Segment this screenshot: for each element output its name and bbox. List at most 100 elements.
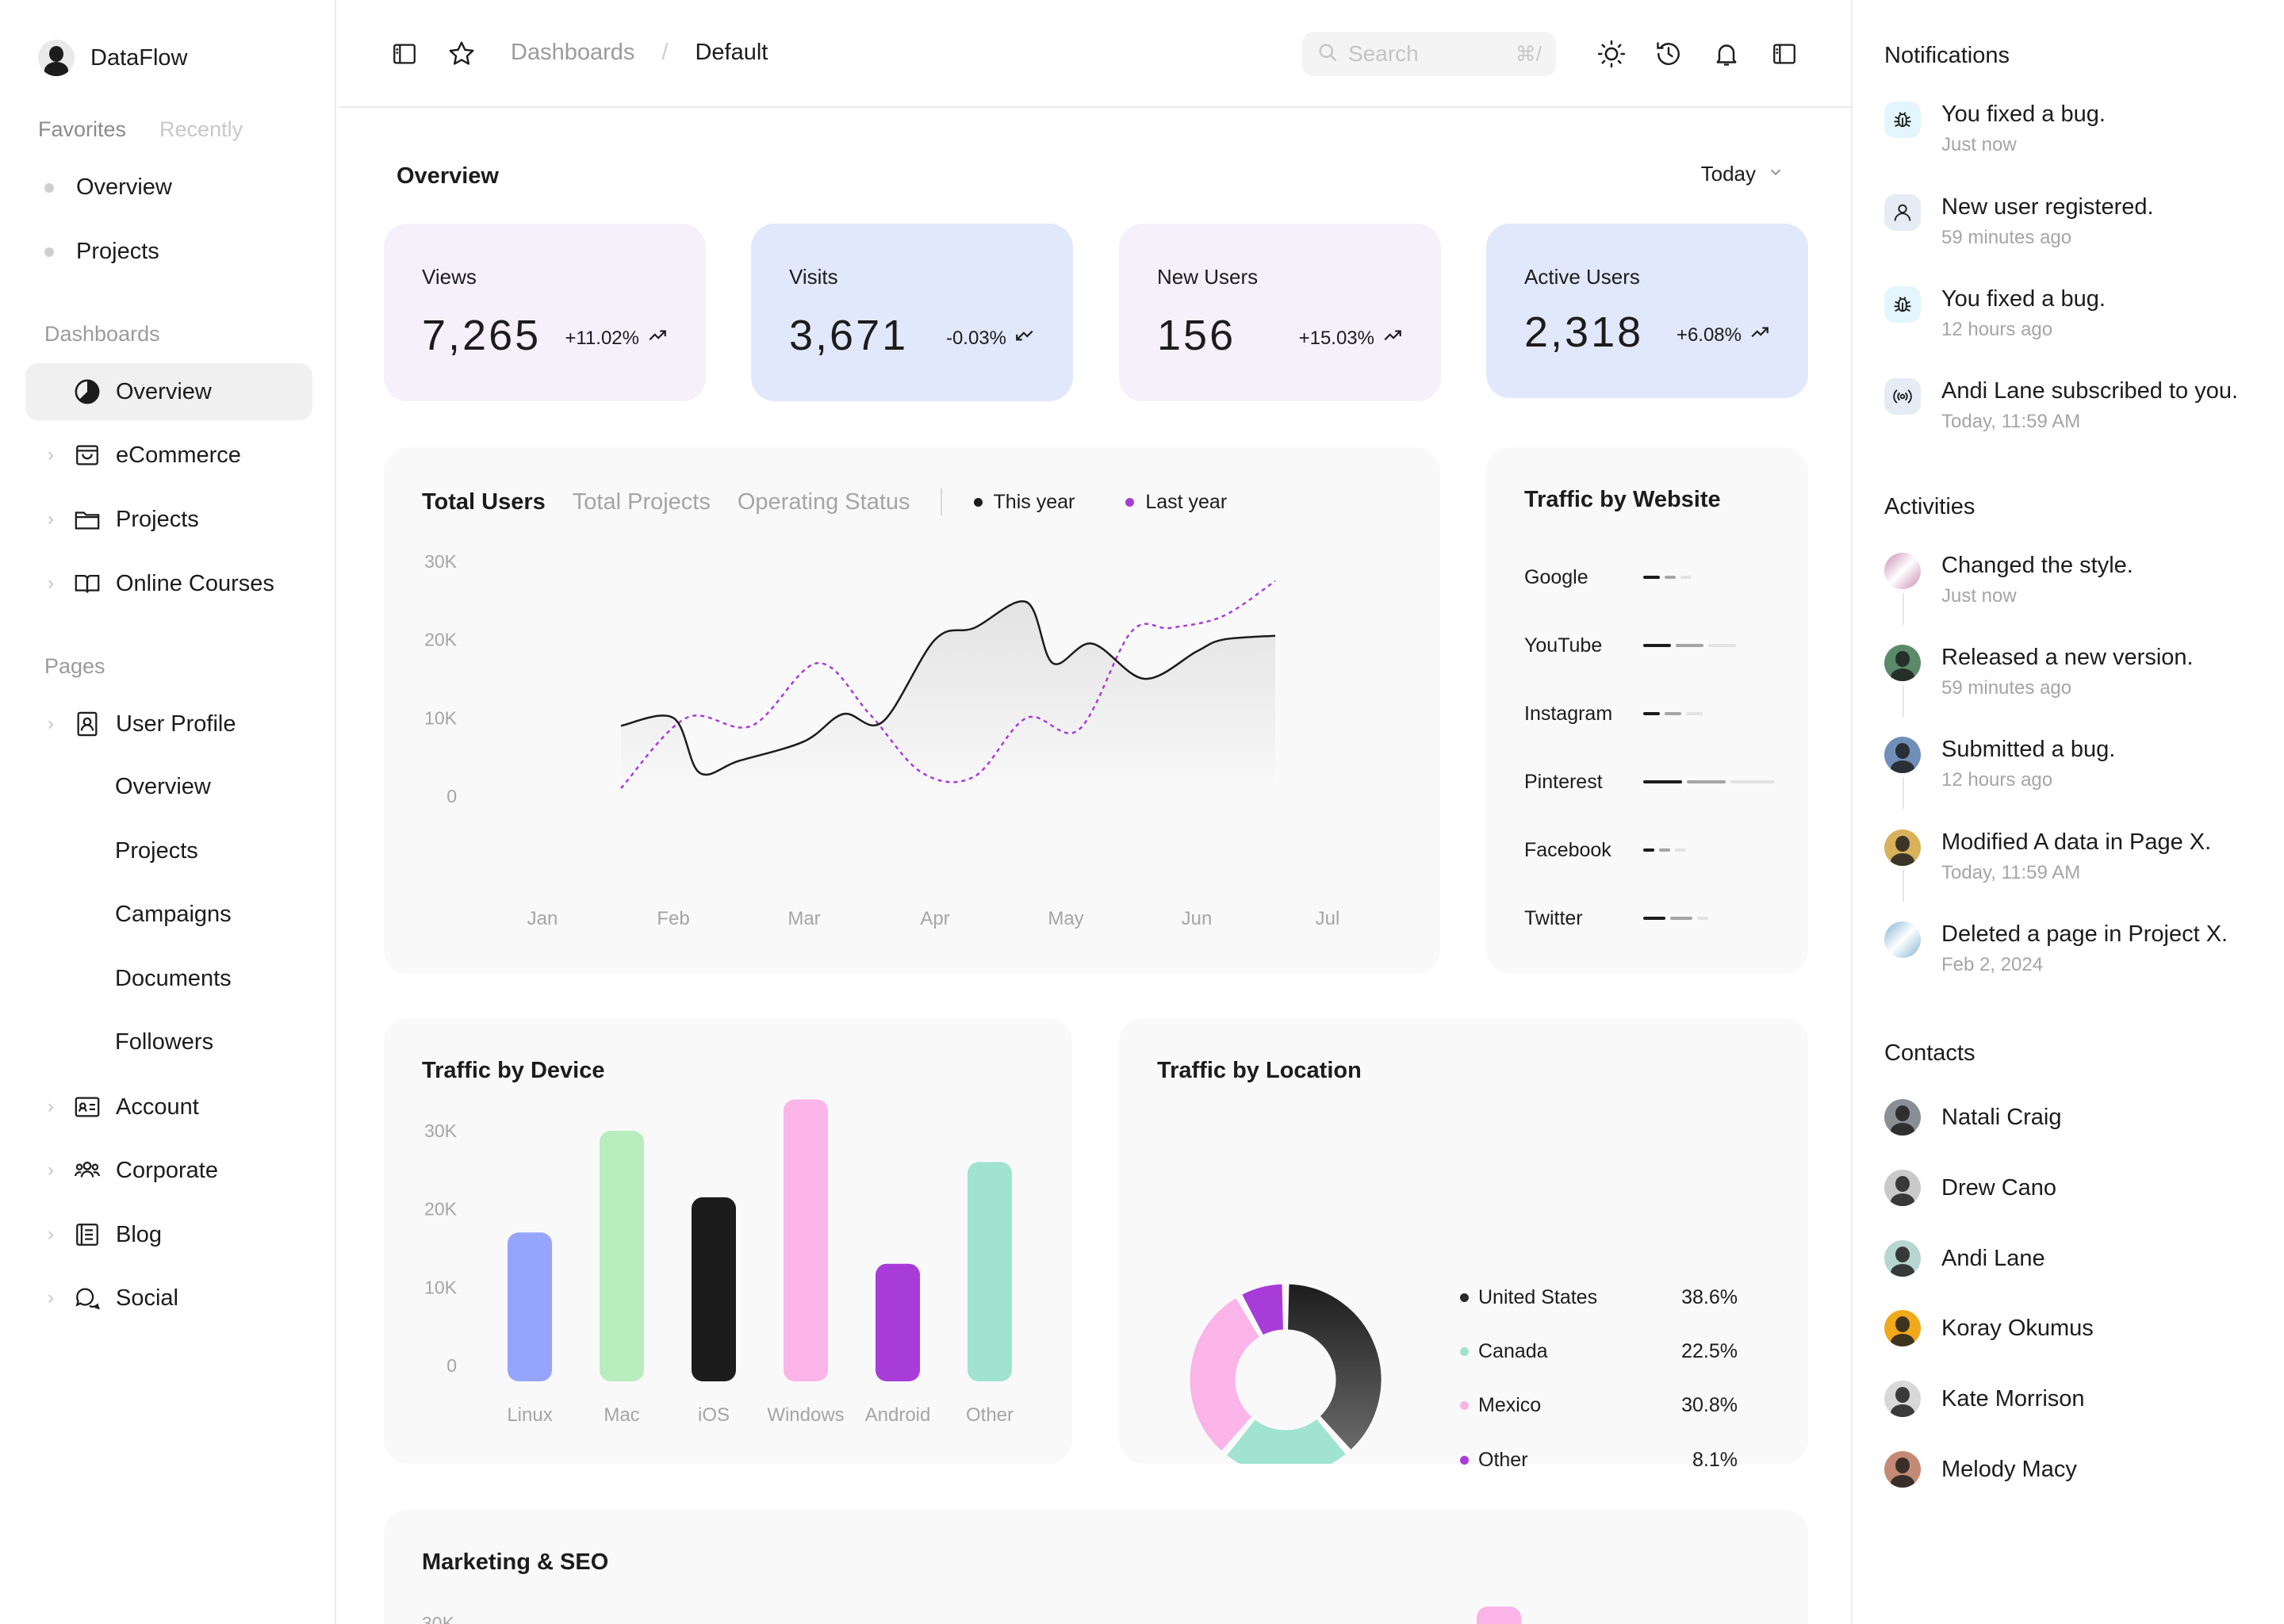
sidebar-subitem-campaigns[interactable]: Campaigns (115, 902, 232, 927)
notification-item[interactable]: New user registered. 59 minutes ago (1884, 194, 2154, 249)
breadcrumb-dashboards[interactable]: Dashboards (511, 40, 635, 65)
tab-operating-status[interactable]: Operating Status (737, 488, 910, 515)
sidebar-subitem-followers[interactable]: Followers (115, 1029, 214, 1055)
sidebar-subitem-overview[interactable]: Overview (115, 774, 211, 799)
avatar (1884, 1240, 1921, 1277)
contact-name: Natali Craig (1941, 1104, 2062, 1130)
sidebar-item-corporate[interactable]: › Corporate (25, 1142, 312, 1199)
chevron-right-icon: › (48, 1287, 54, 1308)
avatar (1884, 1310, 1921, 1346)
location-row: Mexico 30.8% (1460, 1394, 1738, 1417)
sidebar-item-social[interactable]: › Social (25, 1270, 312, 1327)
contact-item[interactable]: Natali Craig (1884, 1099, 2062, 1136)
location-value: 38.6% (1681, 1286, 1738, 1308)
activity-text: Changed the style. (1941, 553, 2133, 578)
website-name: YouTube (1524, 634, 1603, 657)
stat-card-views[interactable]: Views 7,265 +11.02% (384, 224, 706, 401)
website-bar-segment (1686, 712, 1703, 715)
legend-dot (1460, 1456, 1469, 1465)
timeline-line (1903, 777, 1904, 809)
search-input[interactable] (1348, 41, 1507, 67)
sidebar-item-online-courses[interactable]: › Online Courses (25, 555, 312, 612)
right-panel: Notifications You fixed a bug. Just now N… (1851, 0, 2284, 1624)
sidebar-subitem-projects[interactable]: Projects (115, 838, 198, 864)
activity-item[interactable]: Deleted a page in Project X. Feb 2, 2024 (1884, 921, 2228, 976)
favorite-item-label: Projects (76, 239, 159, 264)
contact-item[interactable]: Koray Okumus (1884, 1310, 2094, 1346)
y-tick-label: 30K (424, 551, 458, 572)
avatar (1884, 1099, 1921, 1136)
favorite-item-projects[interactable]: Projects (44, 239, 159, 265)
tab-favorites[interactable]: Favorites (38, 117, 127, 141)
panel-toggle-icon[interactable] (1769, 38, 1800, 70)
users-group-icon (71, 1155, 103, 1186)
notification-item[interactable]: Andi Lane subscribed to you. Today, 11:59… (1884, 378, 2238, 433)
chat-bubbles-icon (71, 1282, 103, 1314)
notification-item[interactable]: You fixed a bug. 12 hours ago (1884, 286, 2106, 341)
donut-slice (1187, 1295, 1262, 1454)
activity-item[interactable]: Submitted a bug. 12 hours ago (1884, 737, 2115, 791)
brand-name: DataFlow (90, 44, 188, 71)
sidebar-item-blog[interactable]: › Blog (25, 1206, 312, 1263)
sidebar-toggle-icon[interactable] (389, 38, 420, 70)
stat-card-visits[interactable]: Visits 3,671 -0.03% (751, 224, 1073, 401)
notifications-title: Notifications (1884, 43, 2010, 68)
bell-icon[interactable] (1711, 38, 1742, 70)
stat-card-new-users[interactable]: New Users 156 +15.03% (1119, 224, 1441, 401)
brand[interactable]: DataFlow (38, 40, 188, 76)
y-tick-label: 20K (424, 1199, 458, 1220)
notification-item[interactable]: You fixed a bug. Just now (1884, 102, 2106, 156)
stat-value: 156 (1157, 312, 1236, 359)
history-icon[interactable] (1653, 38, 1684, 70)
search-box[interactable]: ⌘/ (1302, 32, 1556, 76)
range-dropdown[interactable]: Today (1701, 162, 1784, 186)
sidebar-item-label: eCommerce (116, 442, 241, 468)
tab-total-users[interactable]: Total Users (422, 488, 546, 515)
location-row: Other 8.1% (1460, 1449, 1738, 1472)
avatar (1884, 737, 1921, 773)
sidebar-item-label: Projects (116, 506, 199, 532)
id-badge-icon (71, 708, 103, 740)
chevron-right-icon: › (48, 573, 54, 594)
avatar (1884, 645, 1921, 681)
folder-icon (71, 504, 103, 535)
bug-icon (1884, 102, 1921, 138)
y-tick-label: 10K (424, 1277, 458, 1297)
donut-slice (1224, 1416, 1349, 1464)
sidebar-item-label: User Profile (116, 710, 236, 737)
traffic-location-card: Traffic by Location United States 38.6% … (1119, 1018, 1808, 1471)
website-bars (1643, 848, 1686, 852)
stat-card-active-users[interactable]: Active Users 2,318 +6.08% (1486, 224, 1808, 398)
sidebar-item-overview[interactable]: › Overview (25, 363, 312, 420)
activity-item[interactable]: Changed the style. Just now (1884, 553, 2133, 607)
activity-item[interactable]: Modified A data in Page X. Today, 11:59 A… (1884, 829, 2211, 884)
stat-value: 2,318 (1524, 308, 1644, 356)
favorite-item-overview[interactable]: Overview (44, 174, 172, 201)
website-bar-segment (1665, 712, 1681, 715)
sidebar-item-user-profile[interactable]: › User Profile (25, 695, 312, 753)
trend-down-icon (1014, 325, 1035, 351)
contact-item[interactable]: Andi Lane (1884, 1240, 2045, 1277)
sidebar-item-account[interactable]: › Account (25, 1078, 312, 1136)
contact-item[interactable]: Melody Macy (1884, 1451, 2077, 1488)
id-card-icon (71, 1091, 103, 1123)
sidebar-item-label: Corporate (116, 1157, 218, 1183)
star-icon[interactable] (446, 38, 477, 70)
sidebar-item-projects[interactable]: › Projects (25, 491, 312, 548)
contact-item[interactable]: Kate Morrison (1884, 1381, 2085, 1417)
tab-total-projects[interactable]: Total Projects (572, 488, 711, 515)
location-name: Mexico (1478, 1394, 1542, 1416)
website-bar-segment (1643, 712, 1660, 715)
sidebar-item-ecommerce[interactable]: › eCommerce (25, 427, 312, 484)
notification-text: You fixed a bug. (1941, 286, 2106, 312)
website-bar-segment (1665, 576, 1676, 579)
activity-item[interactable]: Released a new version. 59 minutes ago (1884, 645, 2194, 699)
stat-delta: -0.03% (946, 325, 1035, 351)
sun-icon[interactable] (1596, 38, 1627, 70)
sidebar-tabs: Favorites Recently (38, 117, 243, 142)
legend-dot (973, 497, 983, 507)
sidebar-subitem-documents[interactable]: Documents (115, 966, 232, 991)
tab-recently[interactable]: Recently (159, 117, 243, 141)
contact-item[interactable]: Drew Cano (1884, 1170, 2056, 1206)
activity-time: 59 minutes ago (1941, 677, 2072, 699)
